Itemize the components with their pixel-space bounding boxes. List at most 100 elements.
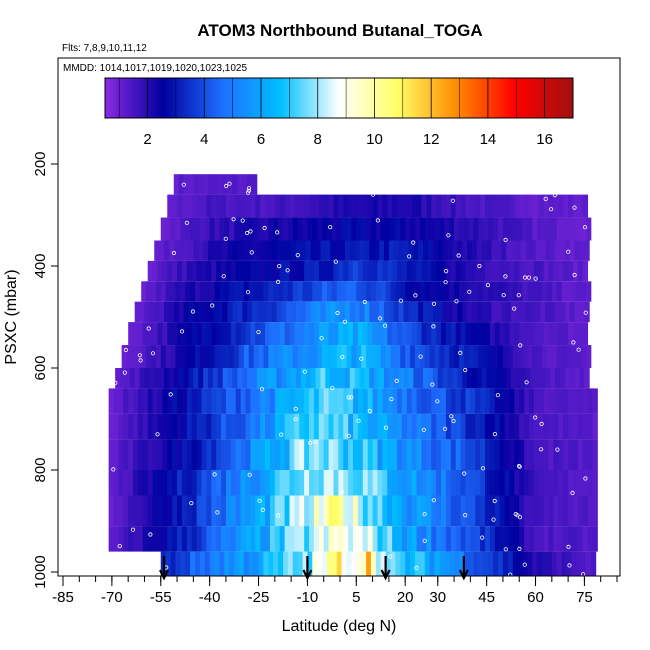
heatmap-cell xyxy=(209,551,215,576)
colorbar-tick-label: 2 xyxy=(143,131,151,148)
heatmap-cell xyxy=(338,470,344,496)
heatmap-cell xyxy=(467,368,473,389)
heatmap-cell xyxy=(304,322,310,346)
heatmap-cell xyxy=(141,281,147,302)
heatmap-cell xyxy=(573,526,579,552)
heatmap-cell xyxy=(247,368,253,389)
colorbar-tick-label: 8 xyxy=(314,131,322,148)
heatmap-cell xyxy=(517,345,523,368)
heatmap-cell xyxy=(457,240,463,261)
heatmap-cell xyxy=(406,194,413,218)
heatmap-cell xyxy=(489,439,496,470)
heatmap-cell xyxy=(338,495,344,527)
heatmap-cell xyxy=(341,281,347,302)
heatmap-cell xyxy=(455,413,461,440)
heatmap-cell xyxy=(413,368,419,389)
heatmap-cell xyxy=(436,413,442,440)
heatmap-cell xyxy=(483,345,489,368)
heatmap-cell xyxy=(164,301,170,323)
heatmap-cell xyxy=(380,345,387,368)
colorbar-ticks: 2 4 6 8 10 12 14 16 xyxy=(118,78,553,148)
heatmap-cell xyxy=(454,345,460,368)
heatmap-cell xyxy=(348,470,354,496)
heatmap-cell xyxy=(372,495,378,527)
sample-dot xyxy=(370,192,376,197)
heatmap-cell xyxy=(265,194,271,218)
heatmap-cell xyxy=(374,368,380,389)
heatmap-cell xyxy=(212,240,219,261)
sample-dot xyxy=(277,263,282,269)
heatmap-cell xyxy=(555,368,561,389)
heatmap-cell xyxy=(229,345,235,368)
heatmap-cell xyxy=(383,240,390,261)
heatmap-cell xyxy=(574,301,580,323)
heatmap-cell xyxy=(181,526,188,552)
sample-dot xyxy=(279,432,284,437)
x-tick-label: 60 xyxy=(527,589,544,606)
heatmap-cell xyxy=(154,301,160,323)
heatmap-cell xyxy=(538,388,545,414)
heatmap-cell xyxy=(250,439,256,470)
heatmap-cell xyxy=(278,281,284,302)
heatmap-cell xyxy=(333,439,339,470)
heatmap-cell xyxy=(211,322,217,346)
heatmap-cell xyxy=(501,301,507,323)
heatmap-cell xyxy=(219,551,225,576)
heatmap-cell xyxy=(142,470,149,496)
heatmap-cell xyxy=(230,470,237,496)
heatmap-cell xyxy=(206,439,212,470)
heatmap-cell xyxy=(237,240,243,261)
heatmap-cell xyxy=(312,345,318,368)
heatmap-cell xyxy=(542,281,548,302)
x-tick-label: -40 xyxy=(199,589,221,606)
heatmap-cell xyxy=(444,217,450,241)
heatmap-cell xyxy=(429,551,435,576)
heatmap-cell xyxy=(361,281,367,302)
heatmap-cell xyxy=(475,194,481,218)
heatmap-cell xyxy=(133,526,139,552)
colorbar-tick-label: 6 xyxy=(257,131,265,148)
heatmap-cell xyxy=(211,194,217,218)
heatmap-cell xyxy=(180,281,186,302)
heatmap-cell xyxy=(351,345,357,368)
heatmap-cell xyxy=(481,301,488,323)
heatmap-cell xyxy=(183,240,189,261)
heatmap-cell xyxy=(294,388,300,414)
heatmap-cell xyxy=(168,368,175,389)
heatmap-cell xyxy=(238,217,245,241)
heatmap-cell xyxy=(493,345,499,368)
heatmap-cell xyxy=(211,439,217,470)
heatmap-cell xyxy=(221,194,227,218)
heatmap-cell xyxy=(225,322,232,346)
heatmap-cell xyxy=(564,301,571,323)
heatmap-cell xyxy=(556,551,562,576)
heatmap-cell xyxy=(123,413,129,440)
heatmap-cell xyxy=(196,470,202,496)
heatmap-cell xyxy=(569,301,576,323)
heatmap-cell xyxy=(494,260,501,282)
heatmap-cell xyxy=(230,322,237,346)
heatmap-cell xyxy=(367,388,373,414)
heatmap-cell xyxy=(261,301,268,323)
heatmap-cell xyxy=(372,526,378,552)
heatmap-cell xyxy=(273,281,279,302)
heatmap-cell xyxy=(592,526,598,552)
heatmap-cell xyxy=(147,413,154,440)
heatmap-cell xyxy=(222,240,228,261)
heatmap-cell xyxy=(529,194,535,218)
sample-dot xyxy=(539,421,544,426)
heatmap-cell xyxy=(558,470,564,496)
heatmap-cell xyxy=(522,551,528,576)
heatmap-cell xyxy=(441,260,447,282)
heatmap-cell xyxy=(587,388,593,414)
heatmap-cell xyxy=(493,551,499,576)
heatmap-cell xyxy=(325,368,331,389)
heatmap-cell xyxy=(480,194,486,218)
heatmap-cell xyxy=(558,526,564,552)
heatmap-cell xyxy=(276,240,282,261)
heatmap-cell xyxy=(543,388,549,414)
heatmap-cell xyxy=(359,240,365,261)
heatmap-cell xyxy=(172,413,178,440)
heatmap-cell xyxy=(232,301,238,323)
